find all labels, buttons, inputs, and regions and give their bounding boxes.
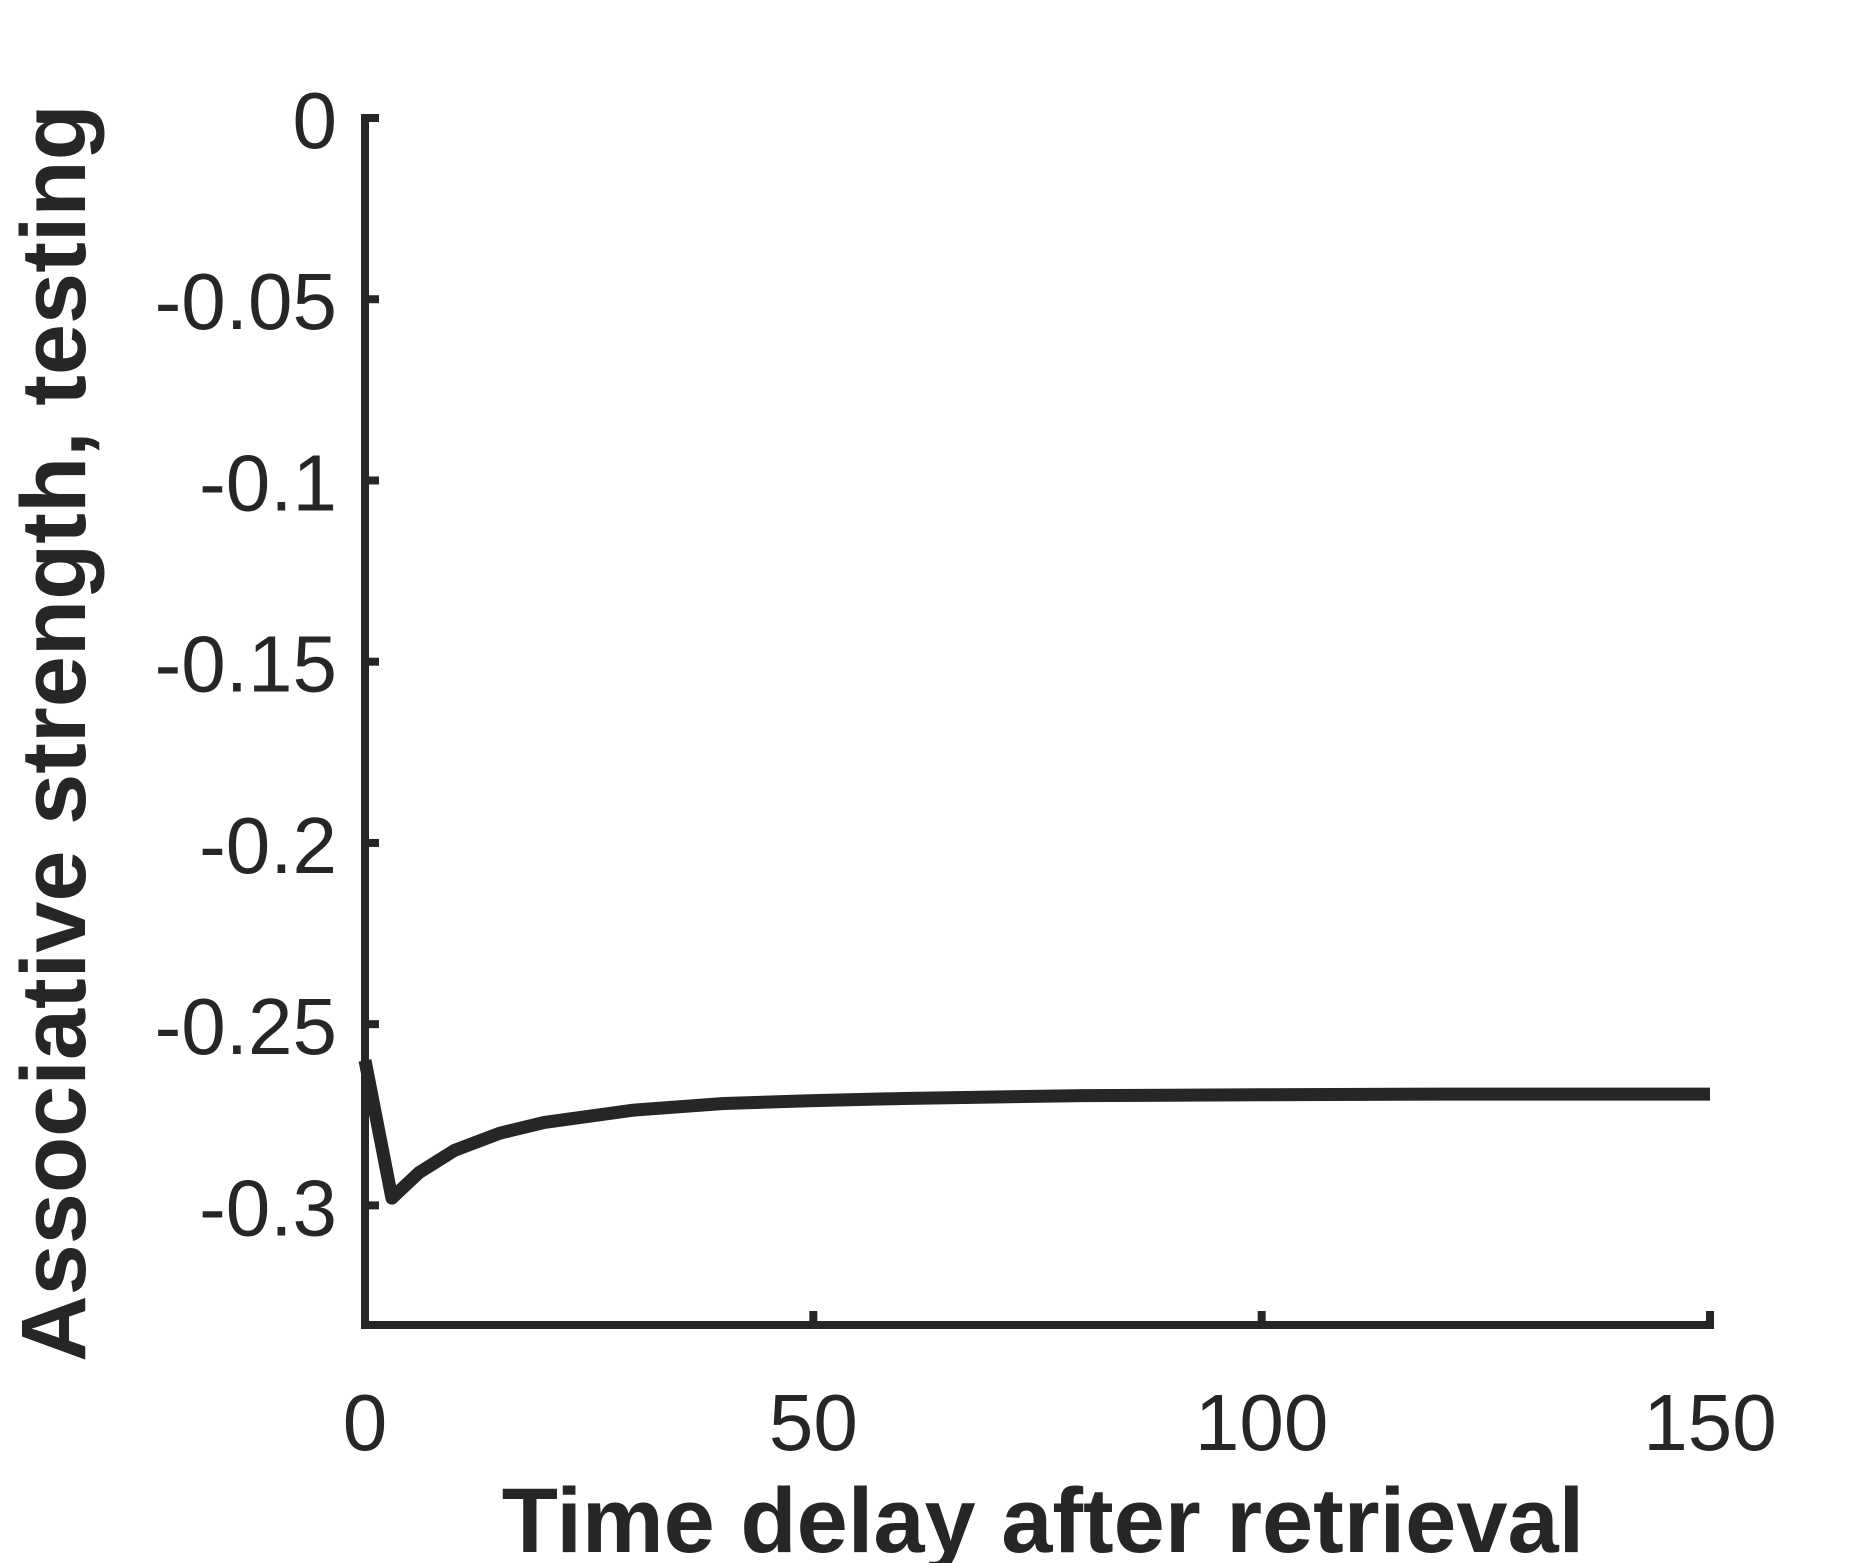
x-axis-ticks: 0 50 100 150: [343, 1311, 1777, 1467]
x-tick-label: 150: [1643, 1378, 1776, 1467]
x-tick-label: 0: [343, 1378, 388, 1467]
y-axis-ticks: 0 -0.05 -0.1 -0.15 -0.2 -0.25 -0.3: [155, 76, 379, 1252]
y-tick-label: 0: [293, 76, 338, 165]
y-axis-title: Associative strength, testing: [3, 104, 105, 1362]
y-tick-label: -0.2: [199, 801, 337, 890]
axes: [361, 114, 1714, 1329]
y-tick-label: -0.1: [199, 438, 337, 527]
x-axis-title: Time delay after retrieval: [502, 1470, 1584, 1563]
series-line: [358, 1059, 1710, 1205]
y-tick-label: -0.15: [155, 620, 337, 709]
x-tick-label: 100: [1195, 1378, 1328, 1467]
x-tick-label: 50: [769, 1378, 858, 1467]
y-tick-label: -0.05: [155, 257, 337, 346]
y-tick-label: -0.3: [199, 1163, 337, 1252]
y-tick-label: -0.25: [155, 982, 337, 1071]
series-group: [358, 1059, 1710, 1205]
